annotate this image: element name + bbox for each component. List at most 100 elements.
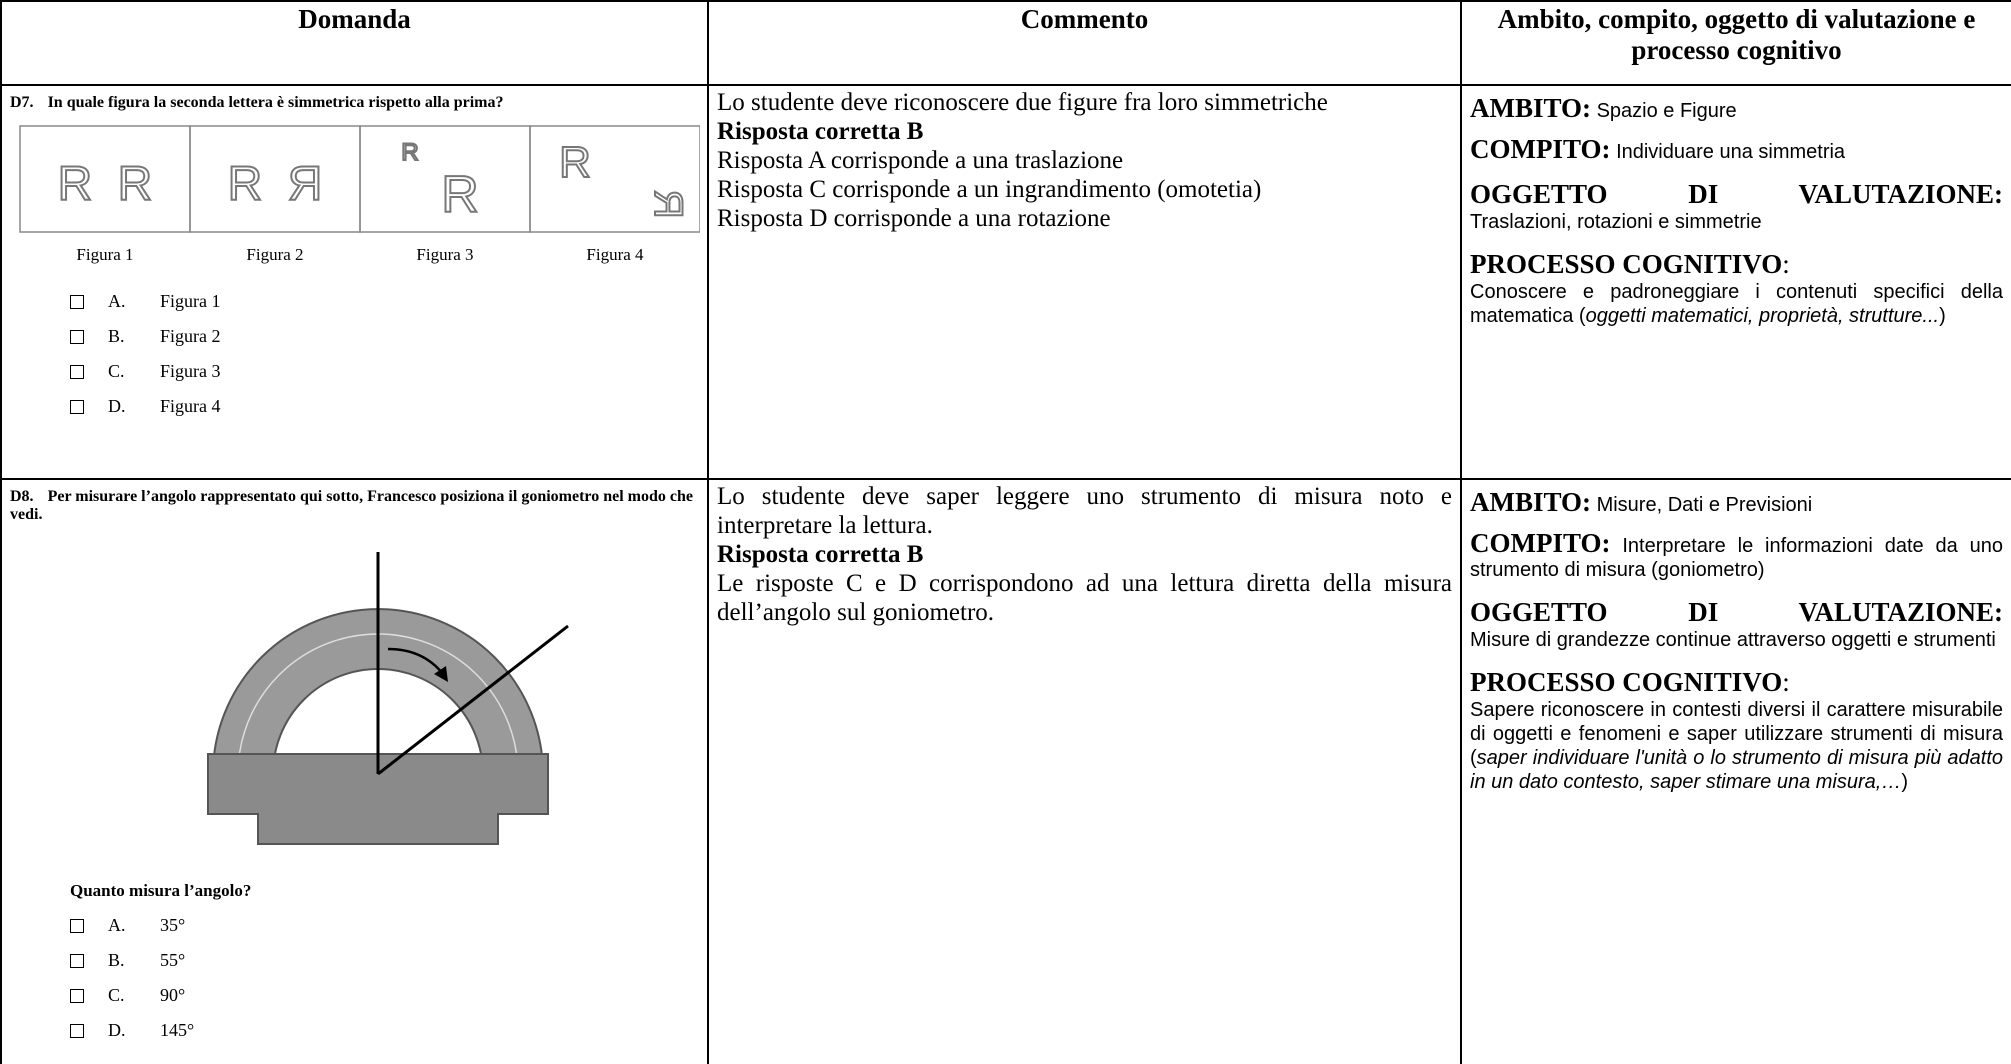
figure-label: Figura 4	[586, 245, 644, 264]
comment-intro: Lo studente deve riconoscere due figure …	[717, 89, 1328, 116]
evaluation-item: PROCESSO COGNITIVO: Conoscere e padronegg…	[1470, 248, 2003, 328]
figure-box	[189, 125, 361, 233]
evaluation-text: oggetti matematici, proprietà, strutture…	[1585, 305, 1940, 327]
option-letter: A.	[108, 291, 126, 311]
question-title: D7. In quale figura la seconda lettera è …	[10, 94, 699, 112]
checkbox	[70, 953, 84, 968]
evaluation-item: COMPITO: Interpretare le informazioni da…	[1470, 528, 2003, 582]
figure-label: Figura 1	[76, 245, 133, 264]
option-letter: D.	[108, 1020, 126, 1040]
checkbox	[70, 988, 84, 1003]
evaluation-cell: AMBITO: Spazio e Figure COMPITO: Individu…	[1460, 84, 2011, 480]
figure-letter: R	[441, 166, 479, 224]
evaluation-text: Interpretare le informazioni date da uno…	[1470, 535, 2003, 581]
header-cell: Ambito, compito, oggetto di valutazione …	[1460, 0, 2011, 86]
evaluation-text: Individuare una simmetria	[1616, 141, 1846, 163]
question-title: D8. Per misurare l’angolo rappresentato q…	[10, 488, 699, 524]
question-number: D8.	[10, 488, 34, 505]
option: D. 145°	[70, 1020, 699, 1041]
option-text: 90°	[160, 985, 186, 1005]
label-text: OGGETTO DI VALUTAZIONE:	[1470, 179, 2003, 209]
evaluation-item: OGGETTO DI VALUTAZIONE: Traslazioni, rota…	[1470, 178, 2003, 234]
protractor	[207, 552, 569, 845]
evaluation-text: Spazio e Figure	[1596, 100, 1737, 122]
evaluation-text: saper individuare l'unità o lo strumento…	[1470, 747, 2003, 793]
label-text: COMPITO:	[1470, 528, 1611, 558]
comment-note: Risposta D corrisponde a una rotazione	[717, 205, 1111, 232]
evaluation-text: Sapere riconoscere in contesti diversi i…	[1470, 699, 2003, 769]
checkbox	[70, 294, 84, 309]
comment-intro: Lo studente deve saper leggere uno strum…	[717, 483, 1452, 539]
comment-cell: Lo studente deve riconoscere due figure …	[707, 84, 1462, 480]
option-text: Figura 1	[160, 291, 221, 311]
option-text: Figura 2	[160, 326, 221, 346]
question-text: In quale figura la seconda lettera è sim…	[47, 94, 504, 111]
option: B. Figura 2	[70, 326, 699, 347]
option-text: Figura 3	[160, 361, 221, 381]
evaluation-label: PROCESSO COGNITIVO:	[1470, 666, 2003, 698]
option-text: Figura 4	[160, 396, 221, 416]
evaluation-cell: AMBITO: Misure, Dati e Previsioni COMPITO…	[1460, 478, 2011, 1064]
option-letter: B.	[108, 950, 125, 970]
figure-letter: R	[58, 158, 93, 211]
evaluation-label: AMBITO:	[1470, 93, 1591, 123]
option-letter: C.	[108, 361, 125, 381]
evaluation-item: AMBITO: Spazio e Figure	[1470, 93, 2003, 123]
header-cell: Commento	[707, 0, 1462, 86]
question-text: Per misurare l’angolo rappresentato qui …	[10, 488, 693, 523]
figure-letter: R	[288, 158, 323, 211]
figure-label: Figura 2	[246, 245, 303, 264]
angle-ray	[377, 624, 569, 776]
evaluation-text: )	[1939, 305, 1946, 327]
evaluation-text: )	[1901, 771, 1908, 793]
label-text: AMBITO:	[1470, 487, 1592, 517]
evaluation-label: COMPITO:	[1470, 134, 1611, 164]
label-text: COMPITO:	[1470, 134, 1611, 164]
question-cell: D7. In quale figura la seconda lettera è …	[0, 84, 709, 480]
row: D7. In quale figura la seconda lettera è …	[0, 84, 2011, 480]
question-number: D7.	[10, 94, 34, 111]
label-text: OGGETTO DI VALUTAZIONE:	[1470, 597, 2003, 627]
correct-answer: Risposta corretta B	[717, 118, 924, 145]
label-suffix: :	[1782, 667, 1790, 697]
label-text: AMBITO:	[1470, 93, 1592, 123]
evaluation-text: Misure di grandezze continue attraverso …	[1470, 629, 1996, 651]
option-text: 35°	[160, 915, 186, 935]
evaluation-text: Misure, Dati e Previsioni	[1596, 494, 1813, 516]
comment-cell: Lo studente deve saper leggere uno strum…	[707, 478, 1462, 1064]
evaluation-item: COMPITO: Individuare una simmetria	[1470, 134, 2003, 164]
option-letter: A.	[108, 915, 126, 935]
evaluation-text: Traslazioni, rotazioni e simmetrie	[1470, 211, 1762, 233]
correct-answer: Risposta corretta B	[717, 541, 924, 568]
figure-letter: R	[228, 158, 263, 211]
figure-box	[19, 125, 191, 233]
option: C. 90°	[70, 985, 699, 1006]
checkbox	[70, 918, 84, 933]
checkbox	[70, 364, 84, 379]
comment-note: Risposta C corrisponde a un ingrandiment…	[717, 176, 1262, 203]
option: D. Figura 4	[70, 396, 699, 417]
option: B. 55°	[70, 950, 699, 971]
option: A. Figura 1	[70, 291, 699, 312]
evaluation-item: OGGETTO DI VALUTAZIONE: Misure di grandez…	[1470, 596, 2003, 652]
evaluation-text: Conoscere e padroneggiare i contenuti sp…	[1470, 281, 2003, 327]
figure-letter: R	[646, 190, 690, 219]
option: C. Figura 3	[70, 361, 699, 382]
option-letter: B.	[108, 326, 125, 346]
angle-arrow	[387, 647, 444, 675]
header-cell: Domanda	[0, 0, 709, 86]
header-row: Domanda Commento Ambito, compito, oggett…	[0, 0, 2011, 86]
evaluation-item: PROCESSO COGNITIVO: Sapere riconoscere in…	[1470, 666, 2003, 794]
label-text: PROCESSO COGNITIVO	[1470, 667, 1783, 697]
checkbox	[70, 329, 84, 344]
protractor-base	[207, 753, 549, 845]
checkbox	[70, 399, 84, 414]
label-text: PROCESSO COGNITIVO	[1470, 249, 1783, 279]
arrow-head	[434, 666, 448, 682]
evaluation-label: COMPITO:	[1470, 528, 1611, 558]
option: A. 35°	[70, 915, 699, 936]
evaluation-label: OGGETTO DI VALUTAZIONE:	[1470, 178, 2003, 210]
